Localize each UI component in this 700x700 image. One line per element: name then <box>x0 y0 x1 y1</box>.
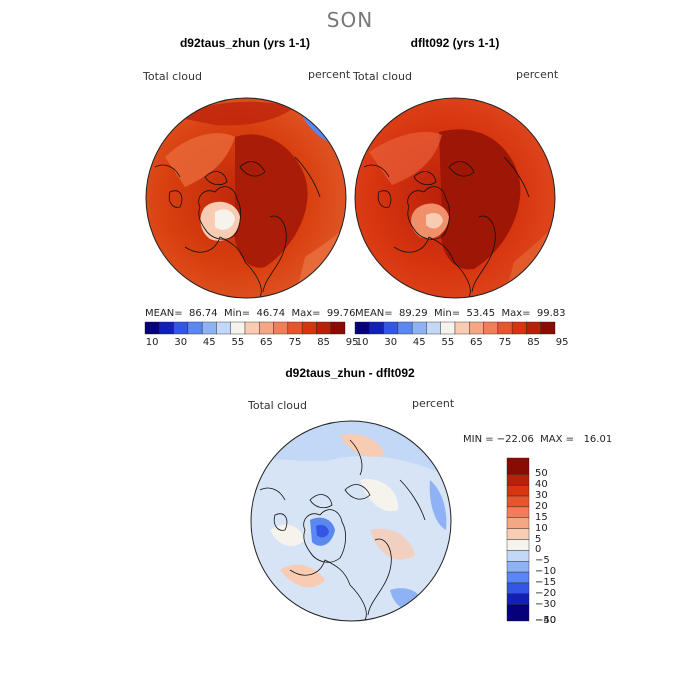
colorbar-swatch <box>216 321 231 335</box>
colorbar-swatch <box>506 484 530 497</box>
colorbar-tick-label: −40 <box>535 615 557 626</box>
colorbar-swatch <box>506 582 530 595</box>
colorbar-tick-label: 50 <box>535 468 548 480</box>
colorbar-tick-label: 20 <box>535 500 548 512</box>
colorbar-tick-label: −5 <box>535 555 550 567</box>
colorbar-swatch <box>383 321 399 335</box>
colorbar-swatch <box>287 321 303 335</box>
colorbar-swatch <box>506 561 530 573</box>
colorbar-diff <box>506 457 530 622</box>
colorbar-swatch <box>440 321 456 335</box>
diff-var-label: Total cloud <box>248 399 307 412</box>
colorbar-tick-label: 65 <box>260 337 273 348</box>
colorbar-swatch <box>506 474 530 486</box>
colorbar-tick-label: 10 <box>145 337 159 348</box>
panel-2-var-label: Total cloud <box>353 70 412 83</box>
colorbar-swatch <box>230 321 246 335</box>
colorbar-tick-label: 85 <box>317 337 330 348</box>
panel-1-title: d92taus_zhun (yrs 1-1) <box>179 36 311 50</box>
colorbar-swatch <box>354 321 370 335</box>
colorbar-swatch <box>506 571 530 584</box>
colorbar-tick-label: 75 <box>498 337 512 348</box>
colorbar-tick-label: 30 <box>535 490 548 502</box>
colorbar-tick-label: 0 <box>535 544 542 556</box>
panel-1-var-label: Total cloud <box>143 70 202 83</box>
panel-2-unit: percent <box>516 68 559 81</box>
colorbar-swatch <box>397 321 413 335</box>
colorbar-swatch <box>273 321 289 335</box>
colorbar-swatch <box>187 321 203 335</box>
colorbar-tick-label: −15 <box>535 576 557 588</box>
colorbar-swatch <box>469 321 484 335</box>
polar-map-2 <box>354 97 556 299</box>
panel-1-unit: percent <box>308 68 351 81</box>
colorbar-tick-label: −30 <box>535 598 557 610</box>
panel-1-stats: MEAN= 86.74 Min= 46.74 Max= 99.76 <box>145 308 356 319</box>
polar-map-diff <box>250 420 452 622</box>
colorbar-swatch <box>159 321 174 335</box>
colorbar-swatch <box>506 593 530 605</box>
colorbar-1 <box>144 321 346 335</box>
colorbar-swatch <box>259 321 274 335</box>
colorbar-swatch <box>330 321 346 335</box>
colorbar-swatch <box>244 321 260 335</box>
colorbar-swatch <box>369 321 384 335</box>
colorbar-swatch <box>483 321 499 335</box>
diff-title: d92taus_zhun - dflt092 <box>285 366 415 380</box>
colorbar-tick-label: 55 <box>441 337 455 348</box>
panel-2-stats: MEAN= 89.29 Min= 53.45 Max= 99.83 <box>355 308 566 319</box>
colorbar-swatch <box>506 517 530 529</box>
colorbar-swatch <box>506 604 530 622</box>
season-title: SON <box>326 8 374 32</box>
colorbar-tick-label: 65 <box>470 337 483 348</box>
colorbar-tick-label: 75 <box>288 337 302 348</box>
colorbar-2 <box>354 321 556 335</box>
colorbar-tick-label: 85 <box>527 337 540 348</box>
colorbar-tick-label: −50 <box>535 615 557 626</box>
colorbar-tick-label: 30 <box>384 337 398 348</box>
colorbar-swatch <box>506 550 530 562</box>
colorbar-swatch <box>540 321 556 335</box>
colorbar-swatch <box>506 457 530 475</box>
colorbar-swatch <box>144 321 160 335</box>
colorbar-swatch <box>316 321 331 335</box>
polar-map-1 <box>145 97 347 299</box>
diff-unit: percent <box>412 397 455 410</box>
colorbar-tick-label: 95 <box>555 337 569 348</box>
colorbar-tick-label: 45 <box>202 337 216 348</box>
diff-stats: MIN = −22.06 MAX = 16.01 <box>463 434 613 445</box>
colorbar-swatch <box>173 321 189 335</box>
colorbar-tick-label: 40 <box>535 479 548 491</box>
colorbar-swatch <box>201 321 217 335</box>
colorbar-tick-label: −20 <box>535 587 557 599</box>
colorbar-swatch <box>506 495 530 508</box>
colorbar-tick-label: 30 <box>174 337 188 348</box>
colorbar-swatch <box>426 321 441 335</box>
colorbar-swatch <box>411 321 427 335</box>
colorbar-tick-label: 10 <box>355 337 369 348</box>
colorbar-swatch <box>526 321 541 335</box>
colorbar-tick-label: 45 <box>412 337 426 348</box>
panel-2-title: dflt092 (yrs 1-1) <box>410 36 500 50</box>
colorbar-tick-label: −10 <box>535 566 557 578</box>
colorbar-tick-label: 5 <box>535 533 542 545</box>
colorbar-swatch <box>506 506 530 518</box>
colorbar-swatch <box>506 539 530 551</box>
colorbar-tick-label: 55 <box>231 337 245 348</box>
colorbar-swatch <box>511 321 527 335</box>
colorbar-swatch <box>301 321 317 335</box>
colorbar-tick-label: 10 <box>535 522 548 534</box>
colorbar-swatch <box>497 321 513 335</box>
colorbar-swatch <box>454 321 470 335</box>
colorbar-tick-label: 95 <box>345 337 359 348</box>
colorbar-swatch <box>506 528 530 540</box>
colorbar-tick-label: 15 <box>535 511 548 523</box>
